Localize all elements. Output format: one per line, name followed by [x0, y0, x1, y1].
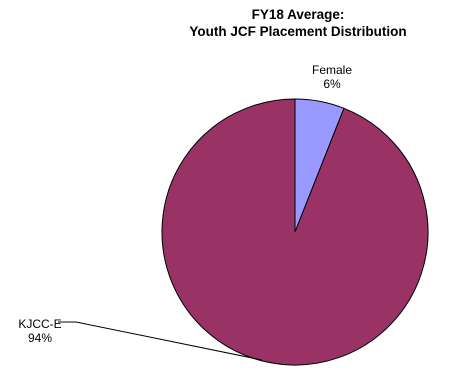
pie-slice-kjcc-e: [161, 98, 429, 366]
pie-slices: [161, 98, 429, 366]
chart-title-line-1: FY18 Average:: [252, 7, 345, 22]
chart-title-line-2: Youth JCF Placement Distribution: [189, 24, 406, 39]
chart-title: FY18 Average: Youth JCF Placement Distri…: [189, 7, 406, 39]
slice-label-female: Female 6%: [312, 63, 352, 91]
slice-label-female-name: Female: [312, 63, 352, 77]
pie-leader-lines: [58, 321, 263, 361]
slice-label-kjcc-e-name: KJCC-E: [18, 317, 61, 331]
slice-label-female-value: 6%: [323, 77, 341, 91]
leader-line-kjcc-e: [58, 321, 263, 361]
slice-label-kjcc-e: KJCC-E 94%: [18, 317, 61, 345]
slice-label-kjcc-e-value: 94%: [28, 331, 52, 345]
